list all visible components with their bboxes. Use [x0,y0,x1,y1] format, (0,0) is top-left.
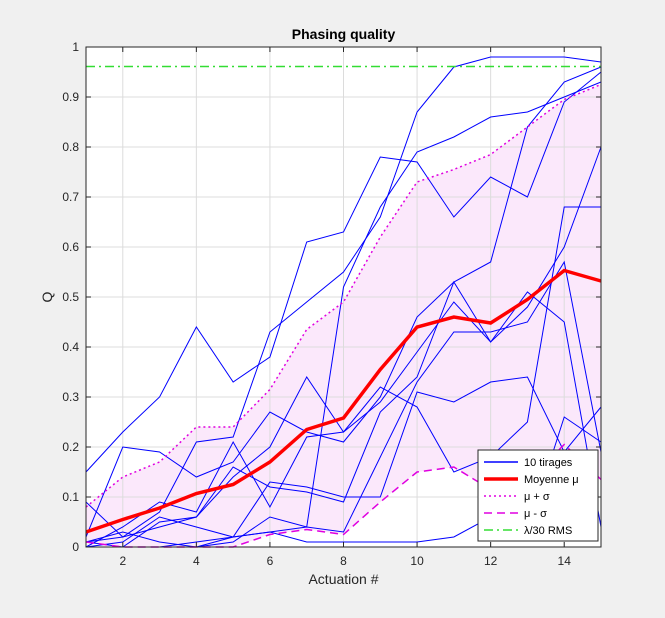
axis-ticks: 2 4 6 8 10 12 14 0 0.1 0.2 0.3 0.4 0.5 0.6 0.7 0.8 0.9 1 [62,40,601,568]
x-tick-label: 8 [340,554,347,568]
y-axis-label: Q [39,291,55,302]
x-tick-label: 6 [267,554,274,568]
y-tick-label: 0.8 [62,140,79,154]
trial-line [85,56,602,538]
y-tick-label: 0.7 [62,190,79,204]
y-tick-label: 0.4 [62,340,79,354]
trial-lines [85,56,602,548]
legend-label: Moyenne μ [524,474,579,486]
series-line [85,268,602,534]
x-tick-label: 10 [410,554,424,568]
trial-line [85,146,602,548]
y-tick-label: 0.6 [62,240,79,254]
x-tick-label: 2 [119,554,126,568]
y-tick-label: 0.5 [62,290,79,304]
y-tick-label: 1 [72,40,79,54]
y-tick-label: 0.3 [62,390,79,404]
y-tick-label: 0.1 [62,490,79,504]
y-tick-label: 0.9 [62,90,79,104]
x-tick-label: 4 [193,554,200,568]
trial-line [85,71,602,473]
x-tick-label: 12 [484,554,498,568]
legend-box [477,449,599,542]
legend: 10 tirages Moyenne μ μ + σ μ - σ λ/30 RMS [477,449,599,542]
x-axis-label: Actuation # [308,571,378,587]
chart-title: Phasing quality [292,26,396,42]
trial-line [85,66,602,538]
trial-line [85,206,601,548]
legend-label: μ - σ [524,508,547,520]
x-tick-label: 14 [558,554,572,568]
trial-line [86,260,602,548]
y-tick-label: 0.2 [62,440,79,454]
y-tick-label: 0 [72,540,79,554]
legend-label: 10 tirages [524,457,573,469]
legend-label: λ/30 RMS [524,525,572,537]
legend-label: μ + σ [524,491,550,503]
